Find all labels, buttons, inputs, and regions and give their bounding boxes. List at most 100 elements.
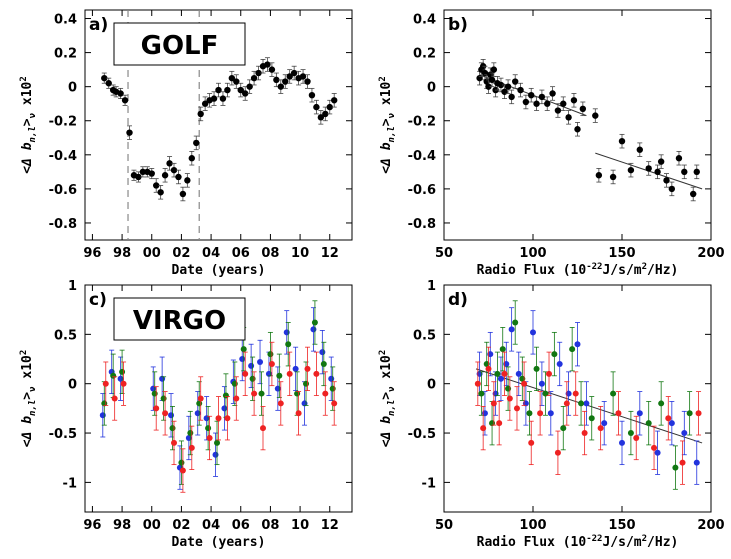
data-point [636, 146, 643, 153]
data-point [326, 103, 333, 111]
data-point [212, 451, 219, 458]
plot-frame [84, 9, 353, 241]
y-tick-label: 0.5 [54, 328, 77, 343]
data-point [547, 410, 554, 417]
data-point [665, 415, 672, 422]
data-point [221, 405, 228, 412]
data-point [565, 114, 572, 121]
data-point [554, 107, 562, 114]
data-point [533, 100, 540, 107]
data-point [538, 380, 545, 387]
data-point [581, 430, 588, 437]
data-point [686, 410, 693, 417]
data-point [240, 346, 247, 353]
data-point [675, 155, 683, 162]
data-point [214, 439, 221, 446]
data-point [135, 173, 142, 181]
data-point [560, 100, 567, 107]
data-point [528, 91, 535, 99]
data-point [331, 97, 338, 104]
x-tick-label: 08 [261, 518, 279, 533]
data-point [560, 425, 567, 432]
data-point [228, 74, 236, 82]
data-point [668, 420, 675, 427]
data-point [299, 73, 307, 80]
y-tick-label: -0.8 [408, 217, 436, 232]
data-point [201, 100, 209, 107]
data-point [645, 165, 652, 172]
x-tick-label: 150 [608, 246, 635, 261]
x-tick-label: 98 [113, 246, 131, 261]
data-point [102, 380, 109, 387]
data-point [681, 430, 688, 437]
data-point [161, 172, 169, 179]
data-point [551, 351, 558, 358]
y-tick-label: -0.6 [49, 183, 77, 198]
data-point [533, 365, 540, 372]
x-tick-label: 12 [321, 246, 339, 261]
x-tick-label: 100 [519, 246, 546, 261]
data-point [274, 385, 281, 392]
data-point [574, 341, 581, 348]
data-point [506, 395, 513, 402]
data-point [160, 395, 167, 402]
data-point [563, 400, 570, 407]
data-point [313, 103, 320, 111]
data-point [496, 420, 503, 427]
x-tick-label: 00 [143, 518, 161, 533]
panel-b: 50 100 150 200 -0.8 -0.6 -0.4 -0.2 0 0.2 0.4 b) Radi… [378, 9, 725, 278]
data-point [110, 372, 117, 379]
data-point [311, 319, 318, 326]
data-point [528, 439, 535, 446]
data-point [588, 415, 595, 422]
data-point [693, 459, 700, 466]
x-axis-label: Radio Flux (10-22J/s/m2/Hz) [477, 534, 679, 550]
data-point [242, 370, 249, 377]
data-point [303, 380, 310, 387]
x-axis-label: Date (years) [172, 535, 266, 550]
x-tick-label: 98 [113, 518, 131, 533]
instrument-label: GOLF [141, 31, 219, 61]
data-point [618, 137, 626, 145]
data-point [657, 158, 665, 165]
data-point [499, 346, 506, 353]
data-point [538, 93, 546, 101]
data-point [120, 380, 127, 387]
x-tick-label: 00 [143, 246, 161, 261]
data-point [224, 86, 231, 94]
data-point [485, 83, 492, 90]
fit-line [475, 368, 703, 444]
data-point [251, 390, 258, 397]
x-tick-label: 200 [697, 246, 724, 261]
data-point [663, 177, 670, 184]
data-point [480, 425, 487, 432]
data-point [310, 326, 317, 333]
data-point [508, 326, 515, 333]
data-point [162, 410, 169, 417]
data-point [215, 415, 222, 422]
data-point [645, 420, 652, 427]
data-point [497, 375, 504, 382]
data-point [193, 139, 200, 147]
data-point [224, 415, 231, 422]
data-point [286, 370, 293, 377]
data-point [126, 129, 133, 136]
x-axis-label: Radio Flux (10-22J/s/m2/Hz) [477, 262, 679, 278]
data-point [168, 412, 175, 419]
data-point [544, 100, 551, 107]
data-point [277, 400, 284, 407]
data-point [290, 69, 298, 77]
data-point [170, 166, 178, 174]
data-point [627, 166, 635, 174]
data-point [610, 390, 617, 397]
data-point [175, 173, 182, 181]
x-tick-label: 06 [232, 246, 250, 261]
x-tick-label: 08 [261, 246, 279, 261]
data-point [556, 360, 563, 367]
y-tick-label: 0 [68, 81, 77, 96]
data-point [277, 83, 284, 90]
data-point [295, 410, 302, 417]
x-tick-label: 96 [83, 518, 101, 533]
data-point [583, 400, 590, 407]
